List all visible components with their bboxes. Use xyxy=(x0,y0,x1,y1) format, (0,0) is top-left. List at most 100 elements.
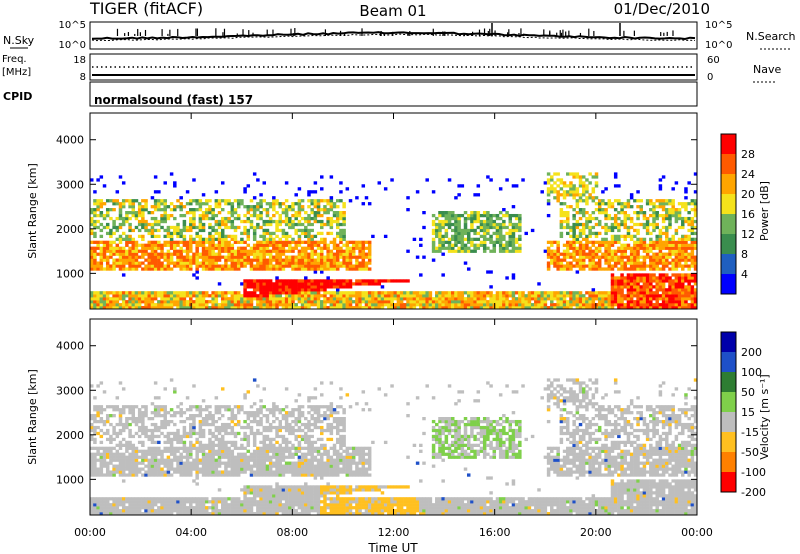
power-cell xyxy=(629,267,634,271)
velocity-cell xyxy=(90,446,94,450)
power-cell xyxy=(642,249,647,253)
power-cell xyxy=(613,285,618,289)
power-cell xyxy=(441,300,445,304)
power-cell xyxy=(176,205,180,209)
velocity-cell xyxy=(109,506,113,510)
power-cell xyxy=(150,306,155,309)
power-cell xyxy=(479,222,484,227)
power-cell xyxy=(684,240,688,244)
power-cell xyxy=(150,267,155,271)
power-cell xyxy=(396,297,401,301)
power-cell xyxy=(687,252,691,256)
power-cell xyxy=(412,306,417,309)
power-cell xyxy=(674,282,679,286)
power-cell xyxy=(693,199,697,203)
power-cell xyxy=(300,291,305,295)
power-cell xyxy=(668,211,672,215)
power-cell xyxy=(623,249,628,253)
power-cell xyxy=(613,225,618,230)
power-cell xyxy=(435,225,439,230)
power-cell xyxy=(466,249,471,253)
velocity-cell xyxy=(90,512,94,515)
power-cell xyxy=(677,208,682,212)
power-cell xyxy=(613,276,618,280)
power-cell xyxy=(150,211,155,215)
power-cell xyxy=(658,261,663,265)
power-cell xyxy=(134,199,139,203)
power-cell xyxy=(578,231,583,236)
power-cell xyxy=(115,297,120,301)
power-cell xyxy=(249,297,254,301)
velocity-cell xyxy=(198,434,203,439)
power-cell xyxy=(102,291,107,295)
power-cell xyxy=(479,294,484,298)
velocity-cell xyxy=(153,509,158,513)
power-cell xyxy=(326,231,330,236)
power-cell xyxy=(594,222,599,227)
power-cell xyxy=(335,216,340,221)
power-cell xyxy=(623,205,628,209)
power-cell xyxy=(588,225,592,230)
velocity-cell xyxy=(102,422,107,427)
power-cell xyxy=(195,246,199,250)
power-cell xyxy=(96,252,100,256)
velocity-cell xyxy=(128,497,132,501)
power-cell xyxy=(125,216,129,221)
power-cell xyxy=(294,202,298,206)
power-cell xyxy=(329,261,334,265)
power-cell xyxy=(534,291,538,295)
power-cell xyxy=(415,255,420,259)
power-cell xyxy=(102,213,107,218)
velocity-cell xyxy=(128,458,132,462)
power-cell xyxy=(684,300,688,304)
velocity-cell xyxy=(163,387,167,391)
power-cell xyxy=(514,213,519,218)
power-cell xyxy=(684,297,688,301)
power-cell xyxy=(569,264,573,268)
velocity-cell xyxy=(201,509,206,513)
velocity-cell xyxy=(153,396,158,400)
power-cell xyxy=(604,306,608,309)
power-cell xyxy=(502,222,506,227)
power-cell xyxy=(173,208,177,212)
power-cell xyxy=(99,246,104,250)
power-cell xyxy=(495,294,500,298)
power-cell xyxy=(457,303,461,307)
velocity-cell xyxy=(205,414,209,418)
power-cell xyxy=(594,297,599,301)
power-cell xyxy=(105,303,110,307)
power-cell xyxy=(633,249,637,253)
power-cell xyxy=(578,234,583,239)
power-cell xyxy=(518,222,522,227)
velocity-cell xyxy=(93,506,97,510)
power-cell xyxy=(617,282,621,286)
power-cell xyxy=(684,306,688,309)
power-cell xyxy=(677,297,682,301)
power-cell xyxy=(355,306,359,309)
power-cell xyxy=(220,255,225,259)
velocity-cell xyxy=(185,467,190,471)
power-cell xyxy=(304,264,308,268)
power-cell xyxy=(166,228,171,233)
power-cell xyxy=(665,273,669,277)
power-cell xyxy=(674,228,679,233)
power-cell xyxy=(655,267,659,271)
power-cell xyxy=(514,246,519,250)
power-cell xyxy=(406,279,410,283)
velocity-cell xyxy=(173,452,177,456)
power-cell xyxy=(633,306,637,309)
power-cell xyxy=(661,264,666,268)
power-cell xyxy=(668,202,672,206)
velocity-cell xyxy=(96,419,100,424)
velocity-cell xyxy=(176,440,180,445)
power-cell xyxy=(655,258,659,262)
velocity-cell xyxy=(173,506,177,510)
velocity-cell xyxy=(169,467,174,471)
velocity-cell xyxy=(93,446,97,450)
power-cell xyxy=(141,300,145,304)
power-cell xyxy=(189,297,193,301)
power-cell xyxy=(256,303,260,307)
velocity-cell xyxy=(102,431,107,436)
power-cell xyxy=(134,255,139,259)
power-cell xyxy=(546,306,551,309)
